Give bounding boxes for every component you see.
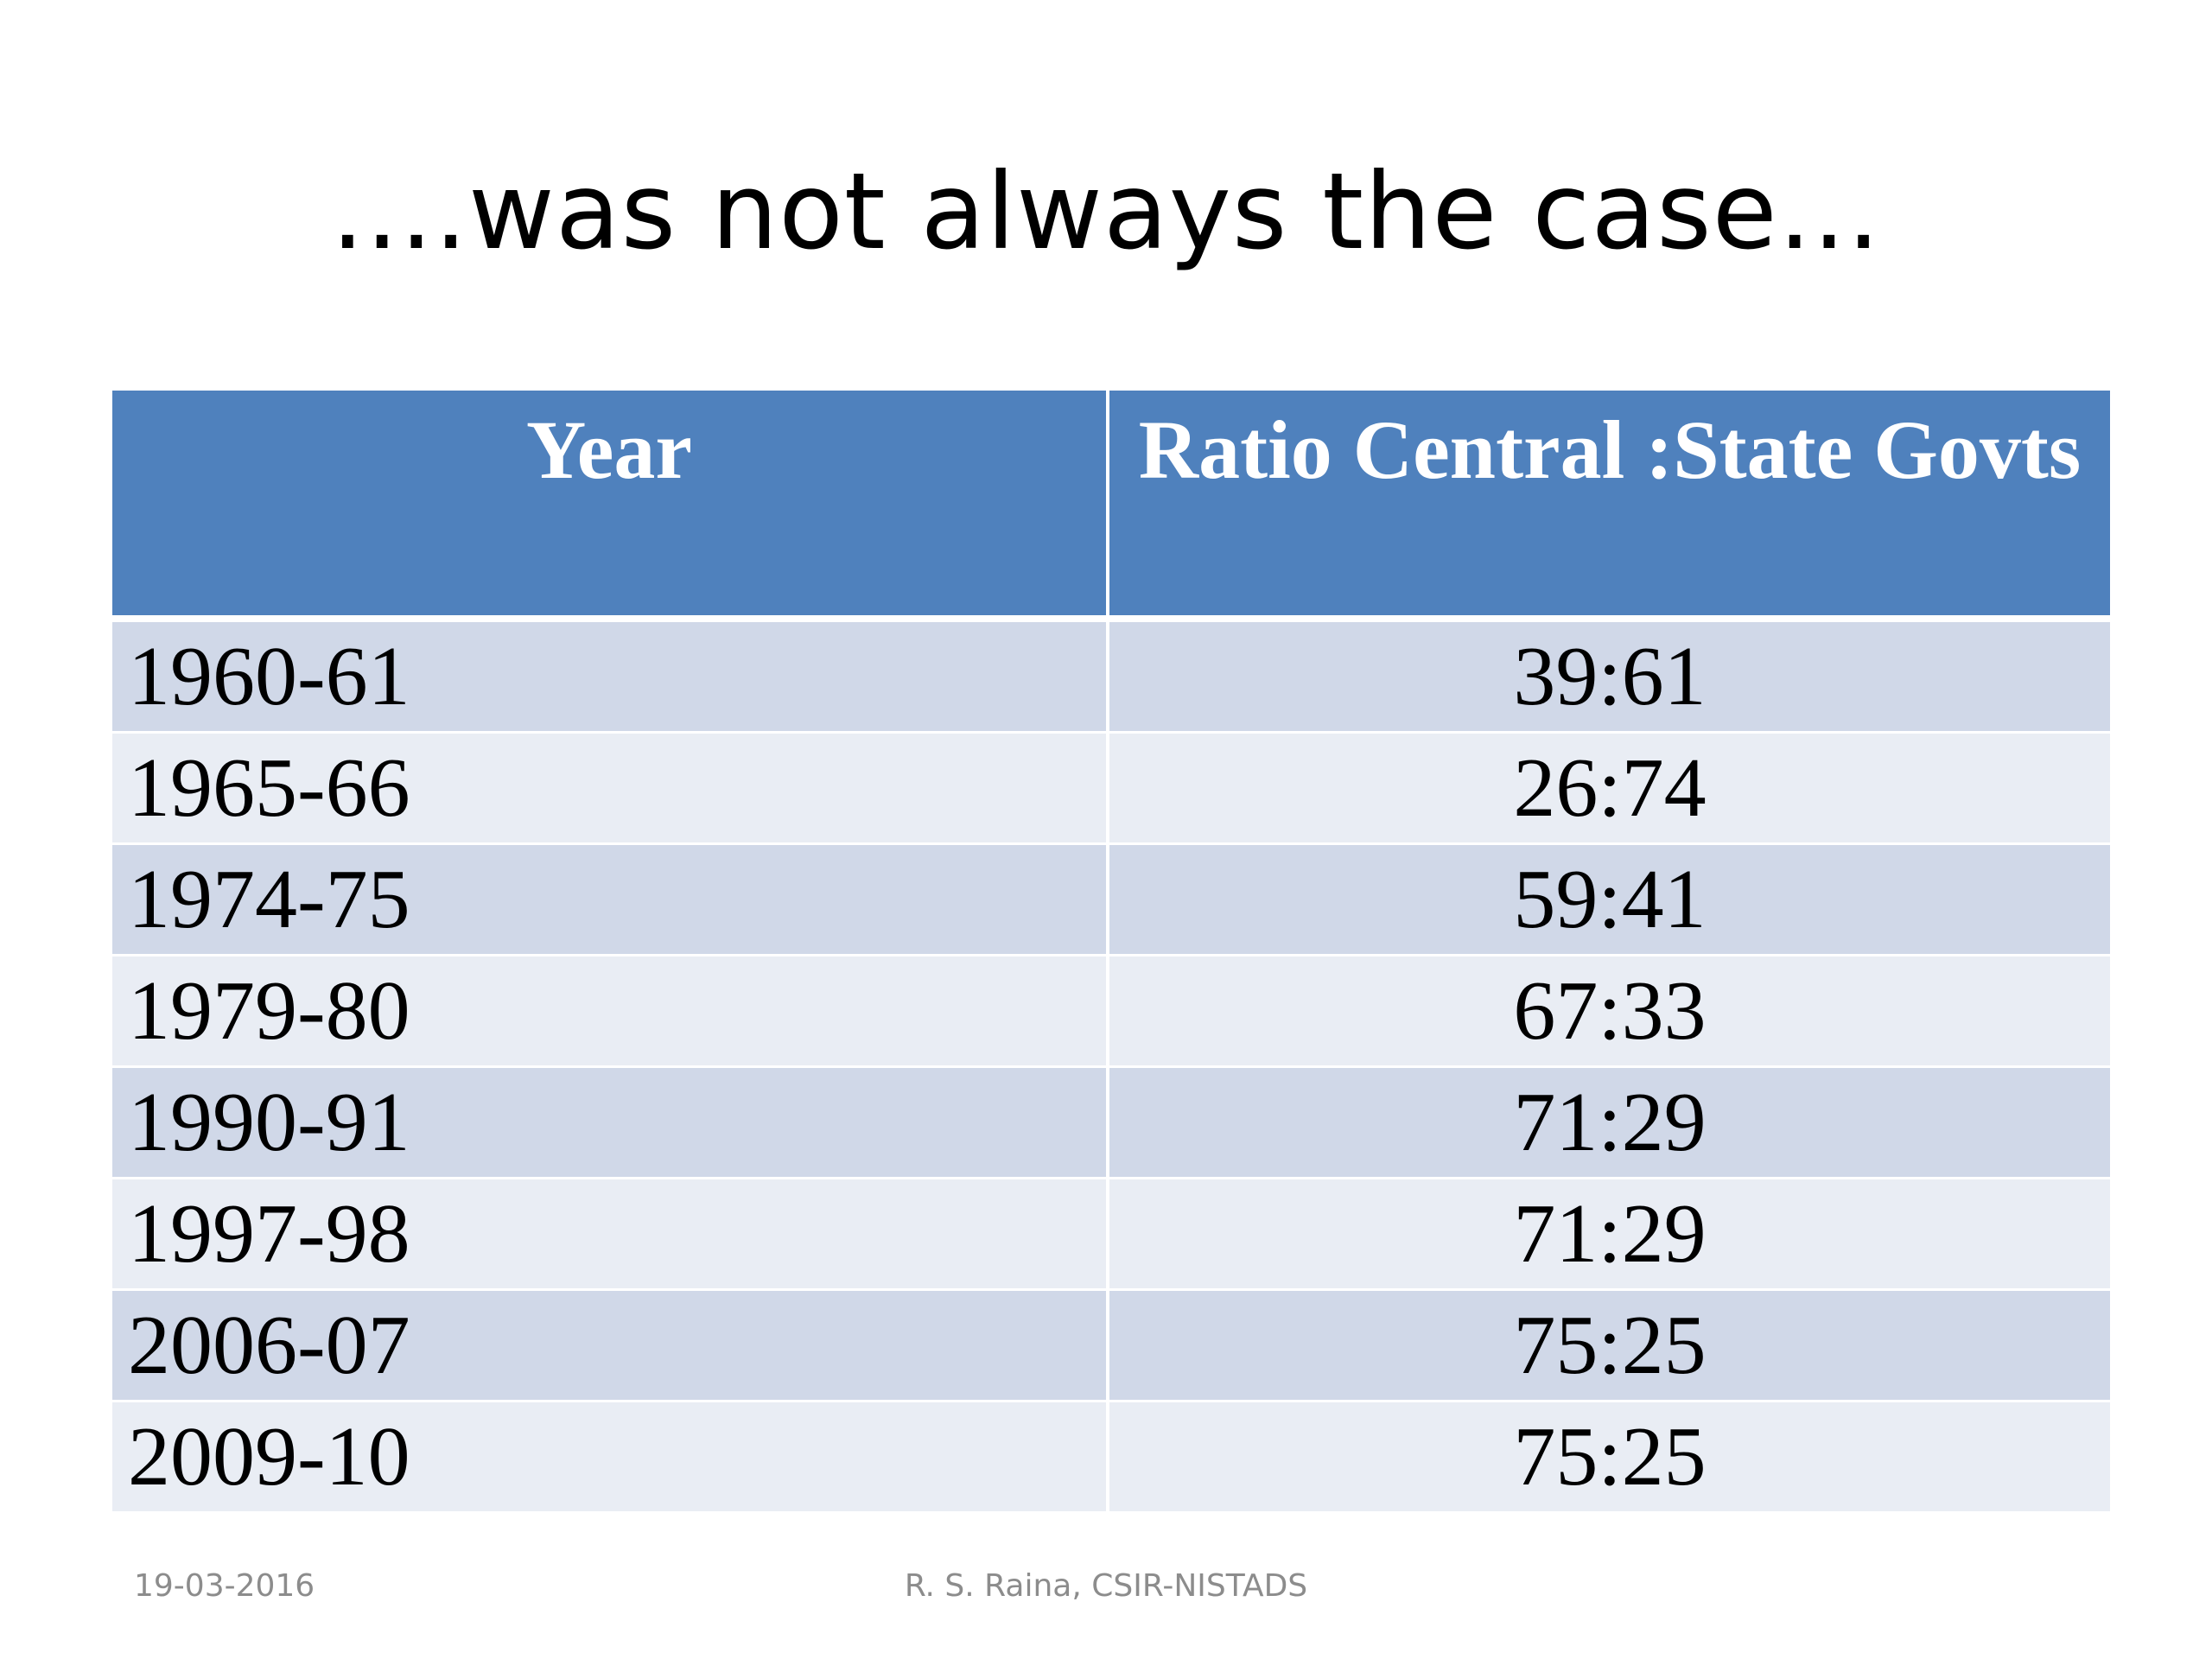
footer-date: 19-03-2016 — [134, 1568, 315, 1604]
ratio-table: Year Ratio Central :State Govts 1960-61 … — [112, 391, 2110, 1511]
table-row: 1990-91 71:29 — [112, 1065, 2110, 1179]
year-cell: 2009-10 — [112, 1400, 1109, 1511]
table-row: 2006-07 75:25 — [112, 1288, 2110, 1402]
table-row: 1965-66 26:74 — [112, 731, 2110, 844]
slide-title: ....was not always the case... — [330, 150, 1882, 273]
table-row: 1997-98 71:29 — [112, 1177, 2110, 1290]
table-row: 1979-80 67:33 — [112, 954, 2110, 1067]
year-cell: 1997-98 — [112, 1177, 1109, 1290]
ratio-cell: 67:33 — [1108, 954, 2110, 1067]
year-cell: 1965-66 — [112, 731, 1109, 844]
table-row: 1974-75 59:41 — [112, 842, 2110, 956]
year-cell: 1979-80 — [112, 954, 1109, 1067]
table-row: 1960-61 39:61 — [112, 617, 2110, 733]
header-year: Year — [112, 391, 1109, 619]
year-cell: 1960-61 — [112, 617, 1109, 733]
table-row: 2009-10 75:25 — [112, 1400, 2110, 1511]
ratio-cell: 75:25 — [1108, 1400, 2110, 1511]
ratio-cell: 59:41 — [1108, 842, 2110, 956]
header-ratio: Ratio Central :State Govts — [1108, 391, 2110, 619]
ratio-cell: 71:29 — [1108, 1177, 2110, 1290]
ratio-cell: 71:29 — [1108, 1065, 2110, 1179]
ratio-cell: 75:25 — [1108, 1288, 2110, 1402]
footer-author: R. S. Raina, CSIR-NISTADS — [904, 1568, 1308, 1604]
year-cell: 2006-07 — [112, 1288, 1109, 1402]
ratio-cell: 39:61 — [1108, 617, 2110, 733]
ratio-cell: 26:74 — [1108, 731, 2110, 844]
year-cell: 1990-91 — [112, 1065, 1109, 1179]
year-cell: 1974-75 — [112, 842, 1109, 956]
table-header-row: Year Ratio Central :State Govts — [112, 391, 2110, 619]
